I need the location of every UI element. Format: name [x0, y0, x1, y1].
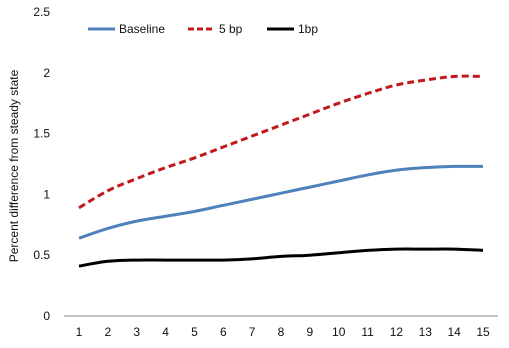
y-tick-label: 1.5 [33, 127, 50, 141]
y-tick-label: 2.5 [33, 5, 50, 19]
x-tick-label: 7 [249, 325, 256, 339]
y-tick-label: 2 [43, 66, 50, 80]
y-axis: 0 0.5 1 1.5 2 2.5 [33, 5, 50, 323]
x-tick-label: 11 [361, 325, 374, 339]
legend-label-baseline: Baseline [119, 22, 165, 36]
x-tick-label: 5 [191, 325, 198, 339]
x-tick-label: 12 [390, 325, 404, 339]
y-tick-label: 0 [43, 309, 50, 323]
x-tick-label: 6 [220, 325, 227, 339]
legend: Baseline 5 bp 1bp [88, 22, 318, 36]
series-line-baseline [78, 164, 484, 240]
series-line-5-bp [78, 74, 484, 210]
y-axis-label: Percent difference from steady state [7, 69, 21, 262]
series-lines [78, 74, 484, 268]
series-line-1bp [78, 247, 484, 268]
y-tick-label: 0.5 [33, 248, 50, 262]
legend-label-1bp: 1bp [298, 22, 318, 36]
legend-label-5-bp: 5 bp [219, 22, 243, 36]
x-tick-label: 13 [419, 325, 433, 339]
x-tick-label: 3 [133, 325, 140, 339]
x-tick-label: 15 [476, 325, 490, 339]
x-tick-label: 4 [162, 325, 169, 339]
x-tick-label: 14 [447, 325, 461, 339]
x-axis: 1 2 3 4 5 6 7 8 9 10 11 12 13 14 15 [64, 315, 498, 339]
x-tick-label: 10 [332, 325, 346, 339]
x-tick-label: 8 [278, 325, 285, 339]
y-tick-label: 1 [43, 187, 50, 201]
x-tick-label: 2 [105, 325, 112, 339]
x-tick-label: 9 [307, 325, 314, 339]
x-tick-label: 1 [76, 325, 83, 339]
